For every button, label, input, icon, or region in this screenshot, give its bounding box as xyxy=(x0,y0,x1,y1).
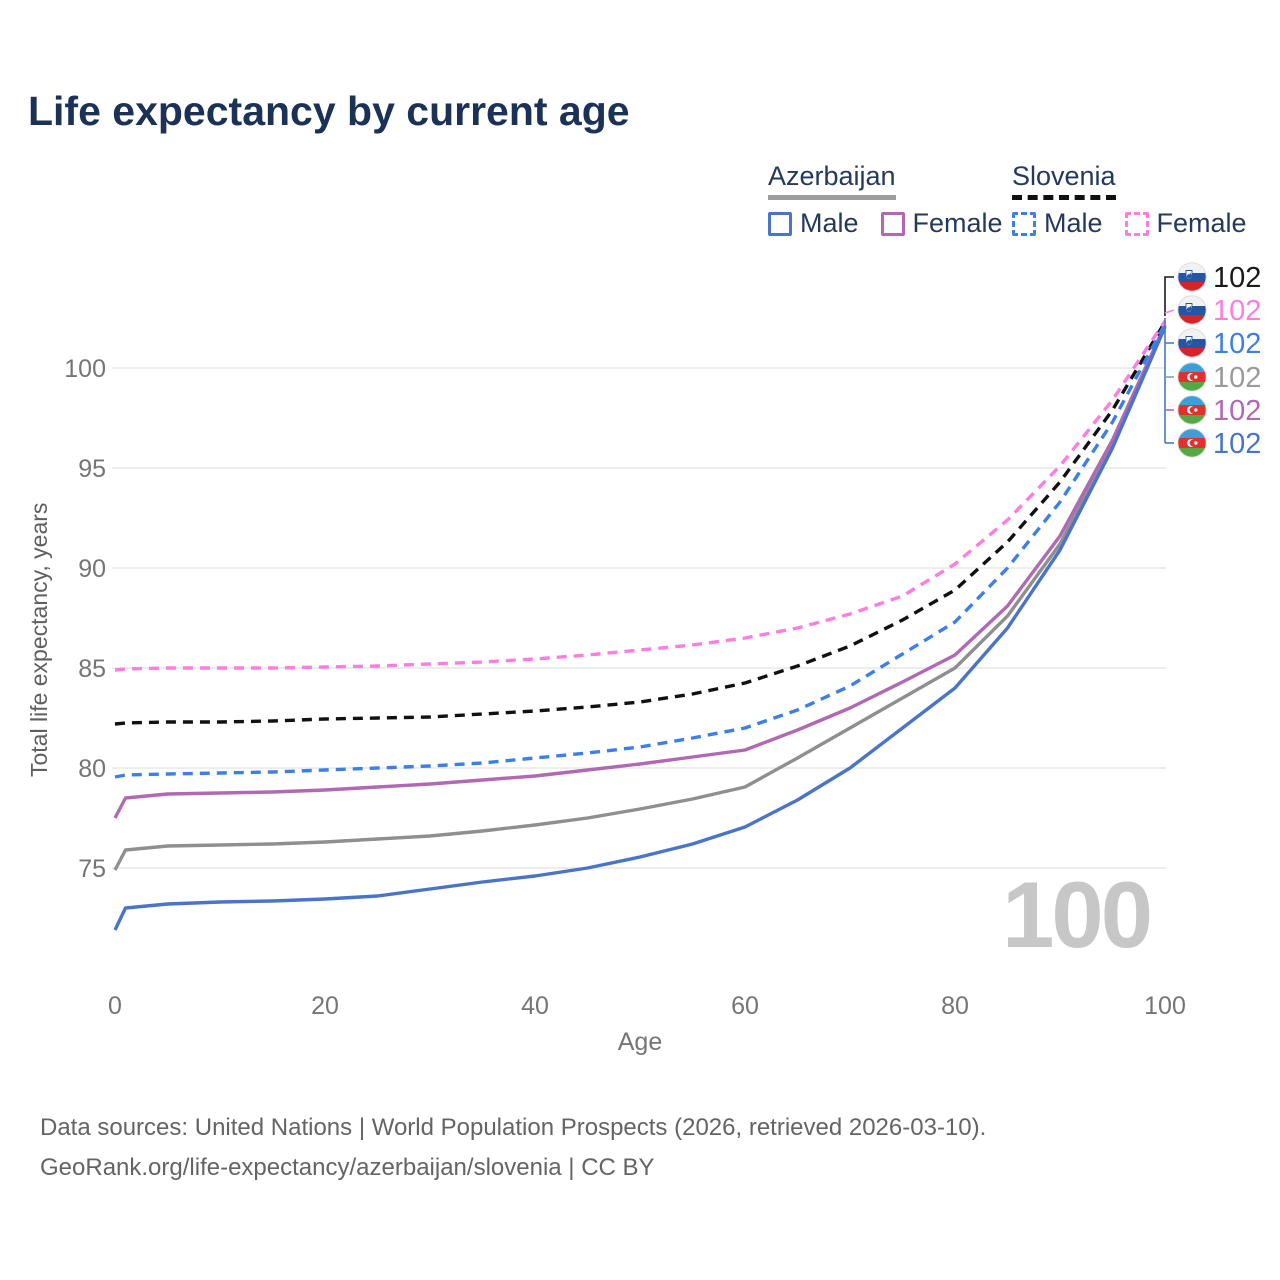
end-label-row-az-total: 102 xyxy=(1177,362,1261,394)
slovenia-flag-icon xyxy=(1177,295,1207,325)
legend-group-azerbaijan: Azerbaijan Male Female xyxy=(768,161,1017,239)
end-label-row-si-female: 102 xyxy=(1177,295,1261,327)
end-label-row-si-total: 102 xyxy=(1177,262,1261,294)
end-label-value: 102 xyxy=(1213,395,1261,427)
legend-label-slovenia-male[interactable]: Male xyxy=(1044,208,1103,238)
leader-line xyxy=(1164,309,1175,314)
end-label-leader-lines xyxy=(1164,276,1175,444)
series-lines xyxy=(113,320,1167,931)
legend-group-slovenia: Slovenia Male Female xyxy=(1012,161,1261,239)
x-tick-label: 100 xyxy=(1144,992,1186,1020)
end-label-value: 102 xyxy=(1213,262,1261,294)
footer-data-sources: Data sources: United Nations | World Pop… xyxy=(40,1114,987,1141)
y-tick-label: 100 xyxy=(64,355,106,383)
y-tick-label: 75 xyxy=(78,855,106,883)
azerbaijan-flag-icon xyxy=(1177,428,1207,458)
gridlines xyxy=(112,367,1166,869)
legend-label-azerbaijan-female[interactable]: Female xyxy=(912,208,1003,238)
end-label-row-si-male: 102 xyxy=(1177,328,1261,360)
legend-label-slovenia-female[interactable]: Female xyxy=(1156,208,1247,238)
axis-labels: 75 80 85 90 95 100 0 20 40 60 80 100 Age xyxy=(64,355,1186,1056)
series-line-az-female[interactable] xyxy=(113,324,1167,819)
series-line-az-male[interactable] xyxy=(113,326,1167,931)
azerbaijan-flag-icon xyxy=(1177,362,1207,392)
y-tick-label: 85 xyxy=(78,655,106,683)
legend-swatch-slovenia-female[interactable] xyxy=(1124,211,1149,236)
legend-label-azerbaijan-male[interactable]: Male xyxy=(800,208,859,238)
footer-url: GeoRank.org/life-expectancy/azerbaijan/s… xyxy=(40,1154,655,1181)
series-line-si-female[interactable] xyxy=(114,320,1167,672)
slovenia-flag-icon xyxy=(1177,328,1207,358)
series-line-az-total[interactable] xyxy=(113,325,1167,871)
leader-line xyxy=(1164,276,1174,316)
x-tick-label: 0 xyxy=(108,992,122,1020)
series-line-si-male[interactable] xyxy=(114,323,1167,779)
end-label-row-az-male: 102 xyxy=(1177,428,1261,460)
end-label-value: 102 xyxy=(1213,428,1261,460)
legend-country-slovenia[interactable]: Slovenia xyxy=(1012,161,1116,200)
legend-swatch-azerbaijan-male[interactable] xyxy=(768,211,792,236)
x-tick-label: 20 xyxy=(311,992,339,1020)
y-tick-label: 90 xyxy=(78,555,106,583)
end-label-value: 102 xyxy=(1213,328,1261,360)
legend-swatch-azerbaijan-female[interactable] xyxy=(880,211,905,236)
slovenia-flag-icon xyxy=(1177,262,1207,292)
x-axis-title: Age xyxy=(618,1028,662,1056)
y-tick-label: 95 xyxy=(78,455,106,483)
x-tick-label: 40 xyxy=(521,992,549,1020)
end-label-value: 102 xyxy=(1213,362,1261,394)
legend-swatch-slovenia-male[interactable] xyxy=(1012,211,1036,236)
age-counter-watermark: 100 xyxy=(1002,862,1153,967)
series-line-si-total[interactable] xyxy=(114,321,1167,726)
y-tick-label: 80 xyxy=(78,755,106,783)
x-tick-label: 80 xyxy=(941,992,969,1020)
legend-country-azerbaijan[interactable]: Azerbaijan xyxy=(768,161,896,200)
page-title: Life expectancy by current age xyxy=(28,88,630,134)
end-label-row-az-female: 102 xyxy=(1177,395,1261,427)
x-tick-label: 60 xyxy=(731,992,759,1020)
end-label-value: 102 xyxy=(1213,295,1261,327)
footer: Data sources: United Nations | World Pop… xyxy=(40,1108,986,1188)
azerbaijan-flag-icon xyxy=(1177,395,1207,425)
